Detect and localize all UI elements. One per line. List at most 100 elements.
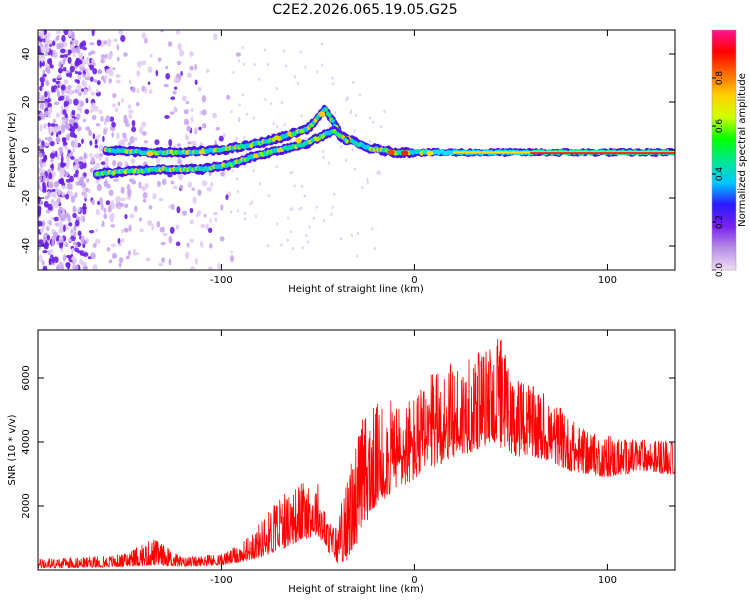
- spectrogram-noise-dot: [290, 207, 294, 211]
- ridge-core: [327, 112, 332, 118]
- spectrogram-noise-dot: [79, 176, 84, 185]
- spectrogram-noise-dot: [58, 130, 62, 135]
- spectrogram-noise-dot: [131, 86, 136, 93]
- spectrogram-noise-dot: [85, 68, 90, 74]
- spectrogram-noise-dot: [78, 156, 84, 160]
- spectrogram-noise-dot: [77, 250, 83, 254]
- spectrogram-noise-dot: [373, 246, 377, 251]
- spectrogram-noise-dot: [52, 78, 57, 83]
- spectrogram-noise-dot: [345, 158, 348, 162]
- spectrogram-noise-dot: [63, 30, 69, 36]
- y-tick-label: 4000: [21, 429, 32, 454]
- spectrogram-noise-dot: [186, 135, 190, 141]
- spectrogram-noise-dot: [44, 142, 50, 147]
- spectrogram-noise-dot: [100, 58, 106, 64]
- spectrogram-noise-dot: [78, 91, 82, 97]
- spectrogram-noise-dot: [168, 258, 172, 266]
- spectrogram-noise-dot: [103, 129, 107, 135]
- spectrogram-noise-dot: [71, 47, 76, 54]
- spectrogram-noise-dot: [304, 65, 307, 69]
- spectrogram-noise-dot: [121, 228, 124, 234]
- spectrogram-noise-dot: [109, 216, 114, 223]
- spectrogram-noise-dot: [124, 214, 128, 220]
- spectrogram-noise-dot: [51, 85, 54, 93]
- spectrogram-noise-dot: [139, 228, 144, 233]
- spectrogram-noise-dot: [61, 137, 67, 141]
- spectrogram-noise-dot: [48, 220, 52, 226]
- spectrogram-noise-dot: [352, 80, 355, 84]
- spectrogram-noise-dot: [58, 241, 64, 249]
- spectrogram-noise-dot: [191, 187, 195, 191]
- spectrogram-noise-dot: [61, 34, 66, 43]
- spectrogram-noise-dot: [82, 182, 87, 189]
- spectrogram-noise-dot: [70, 195, 76, 203]
- spectrogram-noise-dot: [148, 205, 153, 210]
- spectrogram-noise-dot: [111, 121, 116, 128]
- spectrogram-noise-dot: [194, 63, 198, 71]
- spectrogram-noise-dot: [98, 109, 103, 115]
- spectrogram-x-axis-label: Height of straight line (km): [288, 284, 424, 295]
- spectrogram-noise-dot: [81, 40, 87, 48]
- spectrogram-noise-dot: [172, 90, 177, 95]
- spectrogram-noise-dot: [100, 115, 104, 122]
- spectrogram-noise-dot: [320, 42, 323, 46]
- spectrogram-noise-dot: [107, 205, 112, 213]
- ridge-hotspot: [387, 149, 395, 155]
- spectrogram-noise-dot: [73, 164, 78, 171]
- spectrogram-noise-dot: [60, 105, 64, 110]
- spectrogram-noise-dot: [115, 73, 121, 79]
- spectrogram-noise-dot: [162, 232, 168, 237]
- spectrogram-noise-dot: [55, 133, 59, 138]
- spectrogram-noise-dot: [346, 96, 349, 100]
- spectrogram-noise-dot: [93, 153, 100, 158]
- spectrogram-noise-dot: [90, 102, 96, 110]
- spectrogram-noise-dot: [125, 122, 130, 127]
- spectrogram-noise-dot: [96, 80, 101, 86]
- spectrogram-noise-dot: [99, 197, 103, 205]
- spectrogram-noise-dot: [74, 219, 80, 227]
- spectrogram-noise-dot: [86, 178, 90, 183]
- spectrogram-noise-dot: [62, 141, 68, 146]
- spectrogram-noise-dot: [56, 34, 60, 41]
- spectrogram-noise-dot: [45, 51, 48, 57]
- spectrogram-noise-dot: [208, 227, 213, 233]
- spectrogram-noise-dot: [143, 140, 149, 144]
- y-tick-label: 2000: [21, 493, 32, 518]
- spectrogram-noise-dot: [46, 234, 50, 241]
- spectrogram-noise-dot: [127, 190, 132, 198]
- colorbar: [712, 30, 736, 270]
- spectrogram-y-axis-label: Frequency (Hz): [7, 112, 18, 188]
- spectrogram-noise-dot: [104, 75, 108, 81]
- spectrogram-noise-dot: [53, 180, 59, 188]
- spectrogram-noise-dot: [171, 203, 175, 211]
- spectrogram-noise-dot: [38, 254, 43, 262]
- spectrogram-noise-dot: [243, 135, 246, 140]
- snr-x-axis-label: Height of straight line (km): [288, 584, 424, 595]
- spectrogram-noise-dot: [191, 140, 197, 146]
- y-tick-label: 0: [21, 147, 32, 153]
- spectrogram-noise-dot: [300, 206, 303, 210]
- spectrogram-noise-dot: [243, 211, 247, 216]
- y-tick-label: -20: [21, 190, 32, 206]
- spectrogram-noise-dot: [71, 109, 76, 116]
- spectrogram-noise-dot: [202, 123, 207, 129]
- spectrogram-noise-dot: [141, 121, 147, 128]
- spectrogram-noise-dot: [238, 103, 241, 107]
- spectrogram-noise-dot: [299, 50, 302, 54]
- spectrogram-noise-dot: [197, 189, 202, 196]
- spectrogram-noise-dot: [371, 227, 374, 231]
- spectrogram-noise-dot: [136, 60, 143, 68]
- spectrogram-noise-dot: [84, 108, 90, 115]
- x-tick-label: -100: [210, 275, 233, 286]
- spectrogram-noise-dot: [81, 206, 88, 210]
- spectrogram-noise-dot: [51, 256, 55, 264]
- snr-series-line: [38, 338, 675, 569]
- spectrogram-noise-dot: [160, 30, 164, 33]
- spectrogram-noise-dot: [89, 64, 95, 71]
- spectrogram-noise-dot: [101, 220, 105, 226]
- spectrogram-noise-dot: [58, 60, 62, 68]
- spectrogram-noise-dot: [95, 88, 99, 94]
- spectrogram-noise-dot: [141, 131, 147, 136]
- spectrogram-noise-dot: [205, 223, 209, 231]
- spectrogram-noise-dot: [154, 139, 160, 146]
